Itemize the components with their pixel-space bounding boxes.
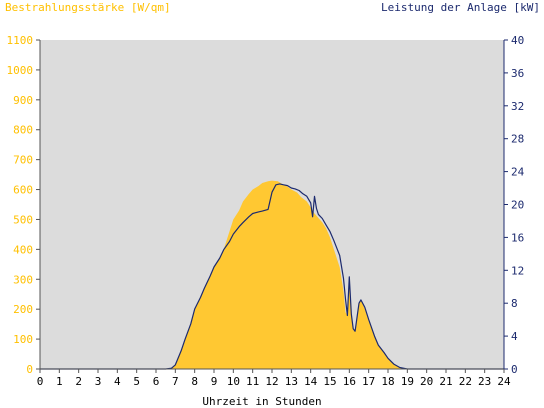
x-tick-label: 8 — [191, 375, 198, 388]
x-tick-label: 11 — [246, 375, 259, 388]
x-tick-label: 23 — [478, 375, 491, 388]
right-tick-label: 28 — [511, 133, 524, 146]
left-tick-label: 900 — [13, 94, 33, 107]
x-tick-label: 3 — [95, 375, 102, 388]
irradiance-area — [40, 180, 504, 369]
x-tick-label: 5 — [133, 375, 140, 388]
x-tick-label: 15 — [323, 375, 336, 388]
right-tick-label: 24 — [511, 166, 525, 179]
right-tick-label: 40 — [511, 34, 524, 47]
x-tick-label: 21 — [439, 375, 452, 388]
left-tick-label: 0 — [26, 363, 33, 376]
x-axis-ticks: 0 1 2 3 4 5 6 7 8 9 10 11 12 13 14 15 16 17 18 19 20 21 22 23 24 — [37, 369, 511, 388]
left-tick-label: 100 — [13, 333, 33, 346]
x-tick-label: 7 — [172, 375, 179, 388]
right-tick-label: 20 — [511, 199, 524, 212]
x-tick-label: 20 — [420, 375, 433, 388]
left-tick-label: 700 — [13, 154, 33, 167]
left-tick-label: 500 — [13, 213, 33, 226]
x-tick-label: 13 — [285, 375, 298, 388]
x-tick-label: 14 — [304, 375, 318, 388]
x-tick-label: 19 — [401, 375, 414, 388]
right-axis-ticks: 0 4 8 12 16 20 24 28 32 36 40 — [504, 34, 525, 376]
power-line — [40, 183, 504, 370]
left-tick-label: 400 — [13, 243, 33, 256]
left-tick-label: 800 — [13, 124, 33, 137]
x-tick-label: 6 — [153, 375, 160, 388]
x-tick-label: 9 — [211, 375, 218, 388]
x-tick-label: 10 — [227, 375, 240, 388]
right-tick-label: 0 — [511, 363, 518, 376]
x-tick-label: 2 — [75, 375, 82, 388]
x-tick-label: 24 — [497, 375, 511, 388]
x-tick-label: 1 — [56, 375, 63, 388]
left-tick-label: 1100 — [7, 34, 34, 47]
right-tick-label: 12 — [511, 264, 524, 277]
left-axis-ticks: 0 100 200 300 400 500 600 700 800 900 1000 1100 — [7, 34, 40, 376]
right-axis-title: Leistung der Anlage [kW] — [381, 1, 540, 14]
x-tick-label: 17 — [362, 375, 375, 388]
right-tick-label: 16 — [511, 231, 524, 244]
x-axis-title: Uhrzeit in Stunden — [202, 395, 321, 408]
x-tick-label: 22 — [459, 375, 472, 388]
right-tick-label: 36 — [511, 67, 524, 80]
x-tick-label: 4 — [114, 375, 121, 388]
x-tick-label: 16 — [343, 375, 356, 388]
right-tick-label: 32 — [511, 100, 524, 113]
irradiance-area-group — [40, 180, 504, 369]
left-tick-label: 600 — [13, 184, 33, 197]
left-tick-label: 300 — [13, 273, 33, 286]
power-line-group — [40, 183, 504, 370]
x-tick-label: 18 — [381, 375, 394, 388]
left-tick-label: 1000 — [7, 64, 34, 77]
left-axis-title: Bestrahlungsstärke [W/qm] — [5, 1, 171, 14]
x-tick-label: 12 — [265, 375, 278, 388]
right-tick-label: 4 — [511, 330, 518, 343]
left-tick-label: 200 — [13, 303, 33, 316]
x-tick-label: 0 — [37, 375, 44, 388]
right-tick-label: 8 — [511, 297, 518, 310]
